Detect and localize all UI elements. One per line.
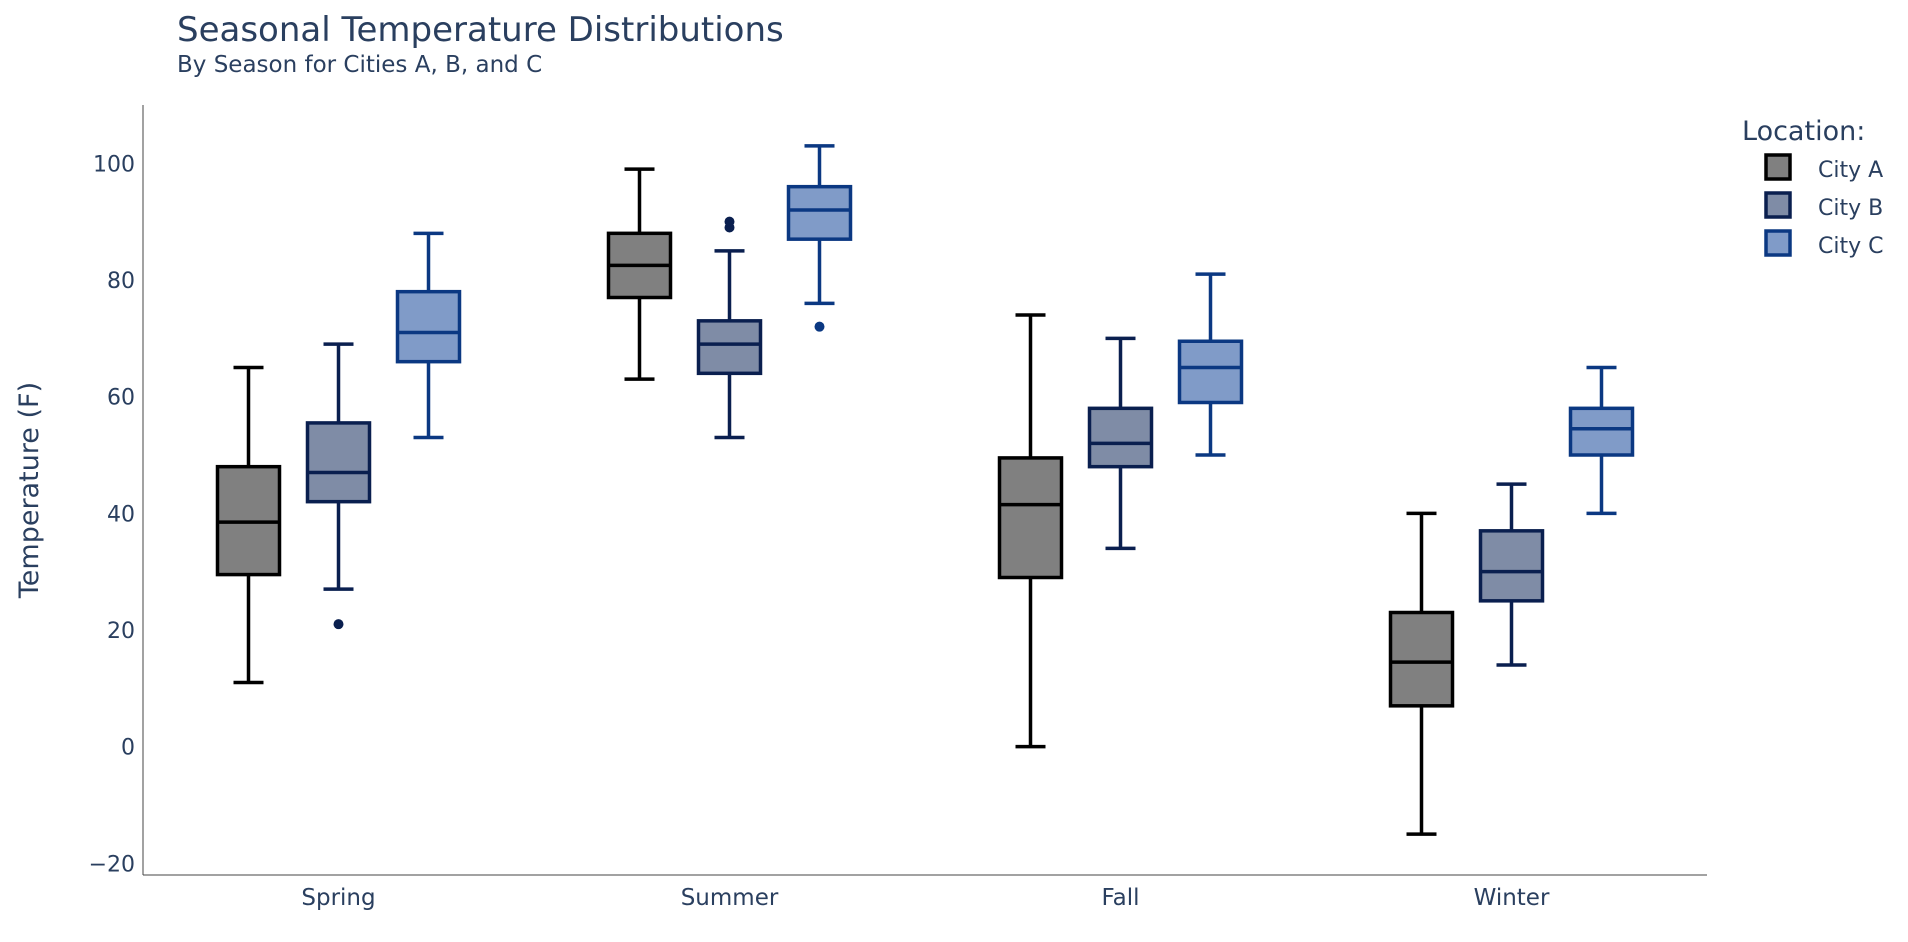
x-tick-label: Spring (301, 885, 375, 911)
y-tick-label: 60 (107, 386, 135, 411)
series-city-b (305, 216, 1545, 667)
legend-item: City B (1764, 191, 1883, 221)
y-tick-label: 20 (107, 619, 135, 644)
x-tick-label: Winter (1474, 885, 1550, 911)
box-iqr (696, 319, 763, 376)
box (606, 167, 673, 381)
box (1087, 336, 1154, 551)
box (1388, 511, 1455, 836)
box-iqr (1478, 529, 1545, 603)
box (395, 231, 462, 440)
y-tick-label: 100 (93, 152, 135, 177)
x-tick-label: Fall (1102, 885, 1140, 911)
outlier-point (814, 321, 825, 332)
box-iqr (1568, 406, 1635, 457)
chart-subtitle: By Season for Cities A, B, and C (177, 52, 543, 78)
chart-title: Seasonal Temperature Distributions (177, 10, 784, 50)
box-iqr (1177, 339, 1244, 405)
outlier-point (333, 619, 344, 630)
box (1478, 482, 1545, 667)
box (1568, 365, 1635, 516)
box-series (215, 144, 1635, 836)
box (997, 313, 1064, 749)
series-city-a (215, 167, 1455, 836)
legend-swatch (1764, 229, 1792, 257)
box (696, 216, 763, 440)
axes: Temperature (F) (14, 105, 1707, 876)
series-city-c (395, 144, 1635, 516)
box (305, 342, 372, 630)
legend-swatch (1764, 153, 1792, 181)
legend-item: City C (1764, 229, 1883, 259)
box-iqr (1087, 406, 1154, 469)
y-tick-label: −20 (89, 852, 135, 877)
box-iqr (786, 184, 853, 241)
box (786, 144, 853, 332)
box-iqr (1388, 610, 1455, 708)
y-tick-label: 0 (121, 736, 135, 761)
legend-swatch (1764, 191, 1792, 219)
box (1177, 272, 1244, 457)
axis-ticks: −20 0 20 40 60 80 100 Spring Summer Fall Winter (89, 152, 1550, 911)
legend-label: City B (1818, 196, 1883, 221)
legend-item: City A (1764, 153, 1883, 183)
legend-title: Location: (1742, 116, 1865, 147)
box-iqr (997, 456, 1064, 580)
legend-label: City C (1818, 234, 1883, 259)
x-tick-label: Summer (681, 885, 779, 911)
legend-label: City A (1818, 158, 1883, 183)
box (215, 365, 282, 685)
y-tick-label: 40 (107, 502, 135, 527)
y-tick-label: 80 (107, 269, 135, 294)
legend: Location: City A City B City C (1742, 116, 1883, 259)
box-iqr (305, 421, 372, 504)
box-iqr (395, 289, 462, 364)
outlier-point (724, 216, 735, 227)
y-axis-title: Temperature (F) (14, 382, 45, 599)
